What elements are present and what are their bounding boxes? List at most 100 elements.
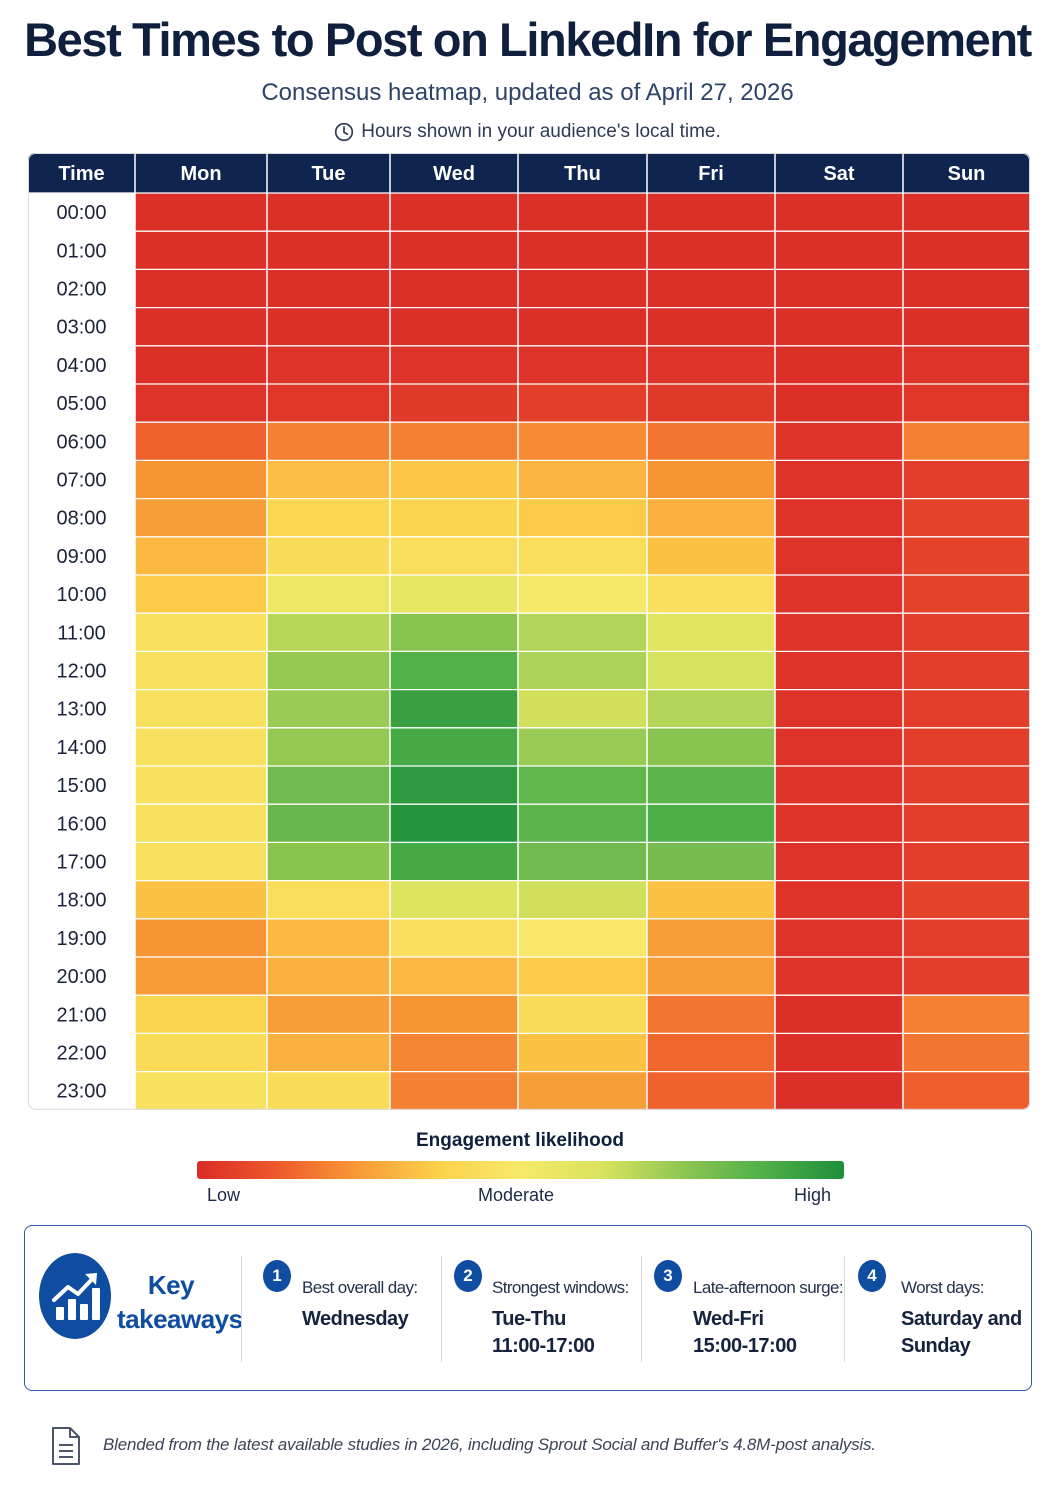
heatmap-cell bbox=[390, 193, 519, 232]
heatmap-cell bbox=[775, 1071, 904, 1110]
heatmap-cell bbox=[518, 995, 648, 1034]
heatmap-cell bbox=[390, 575, 519, 614]
heatmap-cell bbox=[647, 766, 776, 805]
takeaway-value-1: Wednesday bbox=[302, 1308, 409, 1330]
hour-label: 23:00 bbox=[56, 1081, 106, 1103]
hour-label: 18:00 bbox=[56, 890, 106, 912]
heatmap-cell bbox=[135, 269, 268, 309]
takeaway-value-3: Wed-Fri 15:00-17:00 bbox=[693, 1308, 797, 1357]
hour-label: 15:00 bbox=[56, 775, 106, 797]
takeaway-divider bbox=[441, 1256, 442, 1362]
heatmap-cell bbox=[647, 727, 776, 767]
takeaway-value-2: Tue-Thu 11:00-17:00 bbox=[492, 1308, 595, 1357]
page-subtitle: Consensus heatmap, updated as of April 2… bbox=[261, 79, 794, 106]
heatmap-cell bbox=[775, 918, 904, 958]
heatmap-cell bbox=[518, 842, 648, 882]
heatmap-cell bbox=[135, 1071, 268, 1110]
heatmap-cell bbox=[903, 269, 1030, 309]
heatmap-cell bbox=[267, 307, 391, 347]
heatmap-cell bbox=[647, 957, 776, 996]
heatmap-cell bbox=[647, 231, 776, 270]
heatmap-cell bbox=[775, 345, 904, 385]
heatmap-cell bbox=[903, 842, 1030, 882]
takeaway-label-4: Worst days: bbox=[901, 1278, 984, 1297]
hour-label: 01:00 bbox=[56, 240, 106, 262]
hour-label: 12:00 bbox=[56, 661, 106, 683]
heatmap-cell bbox=[647, 842, 776, 882]
heatmap-cell bbox=[390, 880, 519, 920]
heatmap-cell bbox=[647, 880, 776, 920]
heatmap-cell bbox=[518, 269, 648, 309]
heatmap-cell bbox=[903, 651, 1030, 691]
heatmap-cell bbox=[775, 536, 904, 576]
day-header-fri: Fri bbox=[698, 163, 724, 185]
heatmap-cell bbox=[903, 536, 1030, 576]
heatmap-cell bbox=[135, 689, 268, 729]
heatmap-cell bbox=[903, 1033, 1030, 1073]
heatmap-cell bbox=[775, 498, 904, 538]
heatmap-cell bbox=[390, 536, 519, 576]
heatmap-cell bbox=[775, 804, 904, 843]
heatmap-cell bbox=[390, 918, 519, 958]
takeaway-number-2: 2 bbox=[454, 1260, 482, 1292]
heatmap-cell bbox=[647, 193, 776, 232]
takeaway-label-2: Strongest windows: bbox=[492, 1278, 629, 1297]
source-footnote: Blended from the latest available studie… bbox=[103, 1435, 876, 1454]
day-header-tue: Tue bbox=[311, 163, 345, 185]
heatmap-cell bbox=[903, 345, 1030, 385]
heatmap-cell bbox=[903, 727, 1030, 767]
heatmap-cell bbox=[390, 269, 519, 309]
heatmap-cell bbox=[390, 231, 519, 270]
heatmap-cell bbox=[647, 804, 776, 843]
hour-label: 00:00 bbox=[56, 202, 106, 224]
hour-label: 22:00 bbox=[56, 1043, 106, 1065]
heatmap-cell bbox=[390, 613, 519, 652]
heatmap-cell bbox=[267, 498, 391, 538]
heatmap-cell bbox=[135, 498, 268, 538]
heatmap-cell bbox=[518, 804, 648, 843]
takeaway-divider bbox=[844, 1256, 845, 1362]
heatmap-cell bbox=[135, 842, 268, 882]
heatmap-cell bbox=[775, 613, 904, 652]
day-header-sun: Sun bbox=[948, 163, 986, 185]
heatmap-cell bbox=[267, 1033, 391, 1073]
timezone-note-text: Hours shown in your audience's local tim… bbox=[361, 121, 721, 142]
day-header-sat: Sat bbox=[823, 163, 854, 185]
heatmap-cell bbox=[518, 1071, 648, 1110]
clock-icon bbox=[334, 122, 354, 142]
heatmap-cell bbox=[647, 460, 776, 500]
heatmap-cell bbox=[135, 957, 268, 996]
heatmap-cell bbox=[267, 689, 391, 729]
heatmap-cell bbox=[775, 842, 904, 882]
heatmap-cell bbox=[903, 957, 1030, 996]
heatmap-cell bbox=[135, 193, 268, 232]
trending-up-chart-icon bbox=[39, 1253, 111, 1339]
heatmap-cell bbox=[775, 957, 904, 996]
heatmap-cell bbox=[903, 231, 1030, 270]
heatmap-cell bbox=[647, 498, 776, 538]
heatmap-cell bbox=[647, 536, 776, 576]
takeaway-number-1: 1 bbox=[263, 1260, 291, 1292]
heatmap-cell bbox=[267, 880, 391, 920]
heatmap-cell bbox=[135, 727, 268, 767]
hour-label: 10:00 bbox=[56, 584, 106, 606]
heatmap-cell bbox=[267, 957, 391, 996]
heatmap-cell bbox=[267, 651, 391, 691]
heatmap-cell bbox=[518, 422, 648, 461]
key-takeaways-panel: Key takeaways 1 Best overall day: Wednesd… bbox=[24, 1225, 1032, 1391]
heatmap-cell bbox=[518, 193, 648, 232]
heatmap-cell bbox=[518, 689, 648, 729]
heatmap-cell bbox=[903, 995, 1030, 1034]
hour-label: 14:00 bbox=[56, 737, 106, 759]
heatmap-cell bbox=[390, 842, 519, 882]
heatmap-cell bbox=[267, 269, 391, 309]
heatmap-cell bbox=[390, 460, 519, 500]
heatmap-cell bbox=[518, 307, 648, 347]
heatmap-cell bbox=[267, 995, 391, 1034]
heatmap-cell bbox=[903, 422, 1030, 461]
heatmap-cell bbox=[135, 231, 268, 270]
heatmap-cell bbox=[647, 613, 776, 652]
heatmap-cell bbox=[647, 918, 776, 958]
heatmap-cell bbox=[390, 498, 519, 538]
heatmap-cell bbox=[903, 880, 1030, 920]
